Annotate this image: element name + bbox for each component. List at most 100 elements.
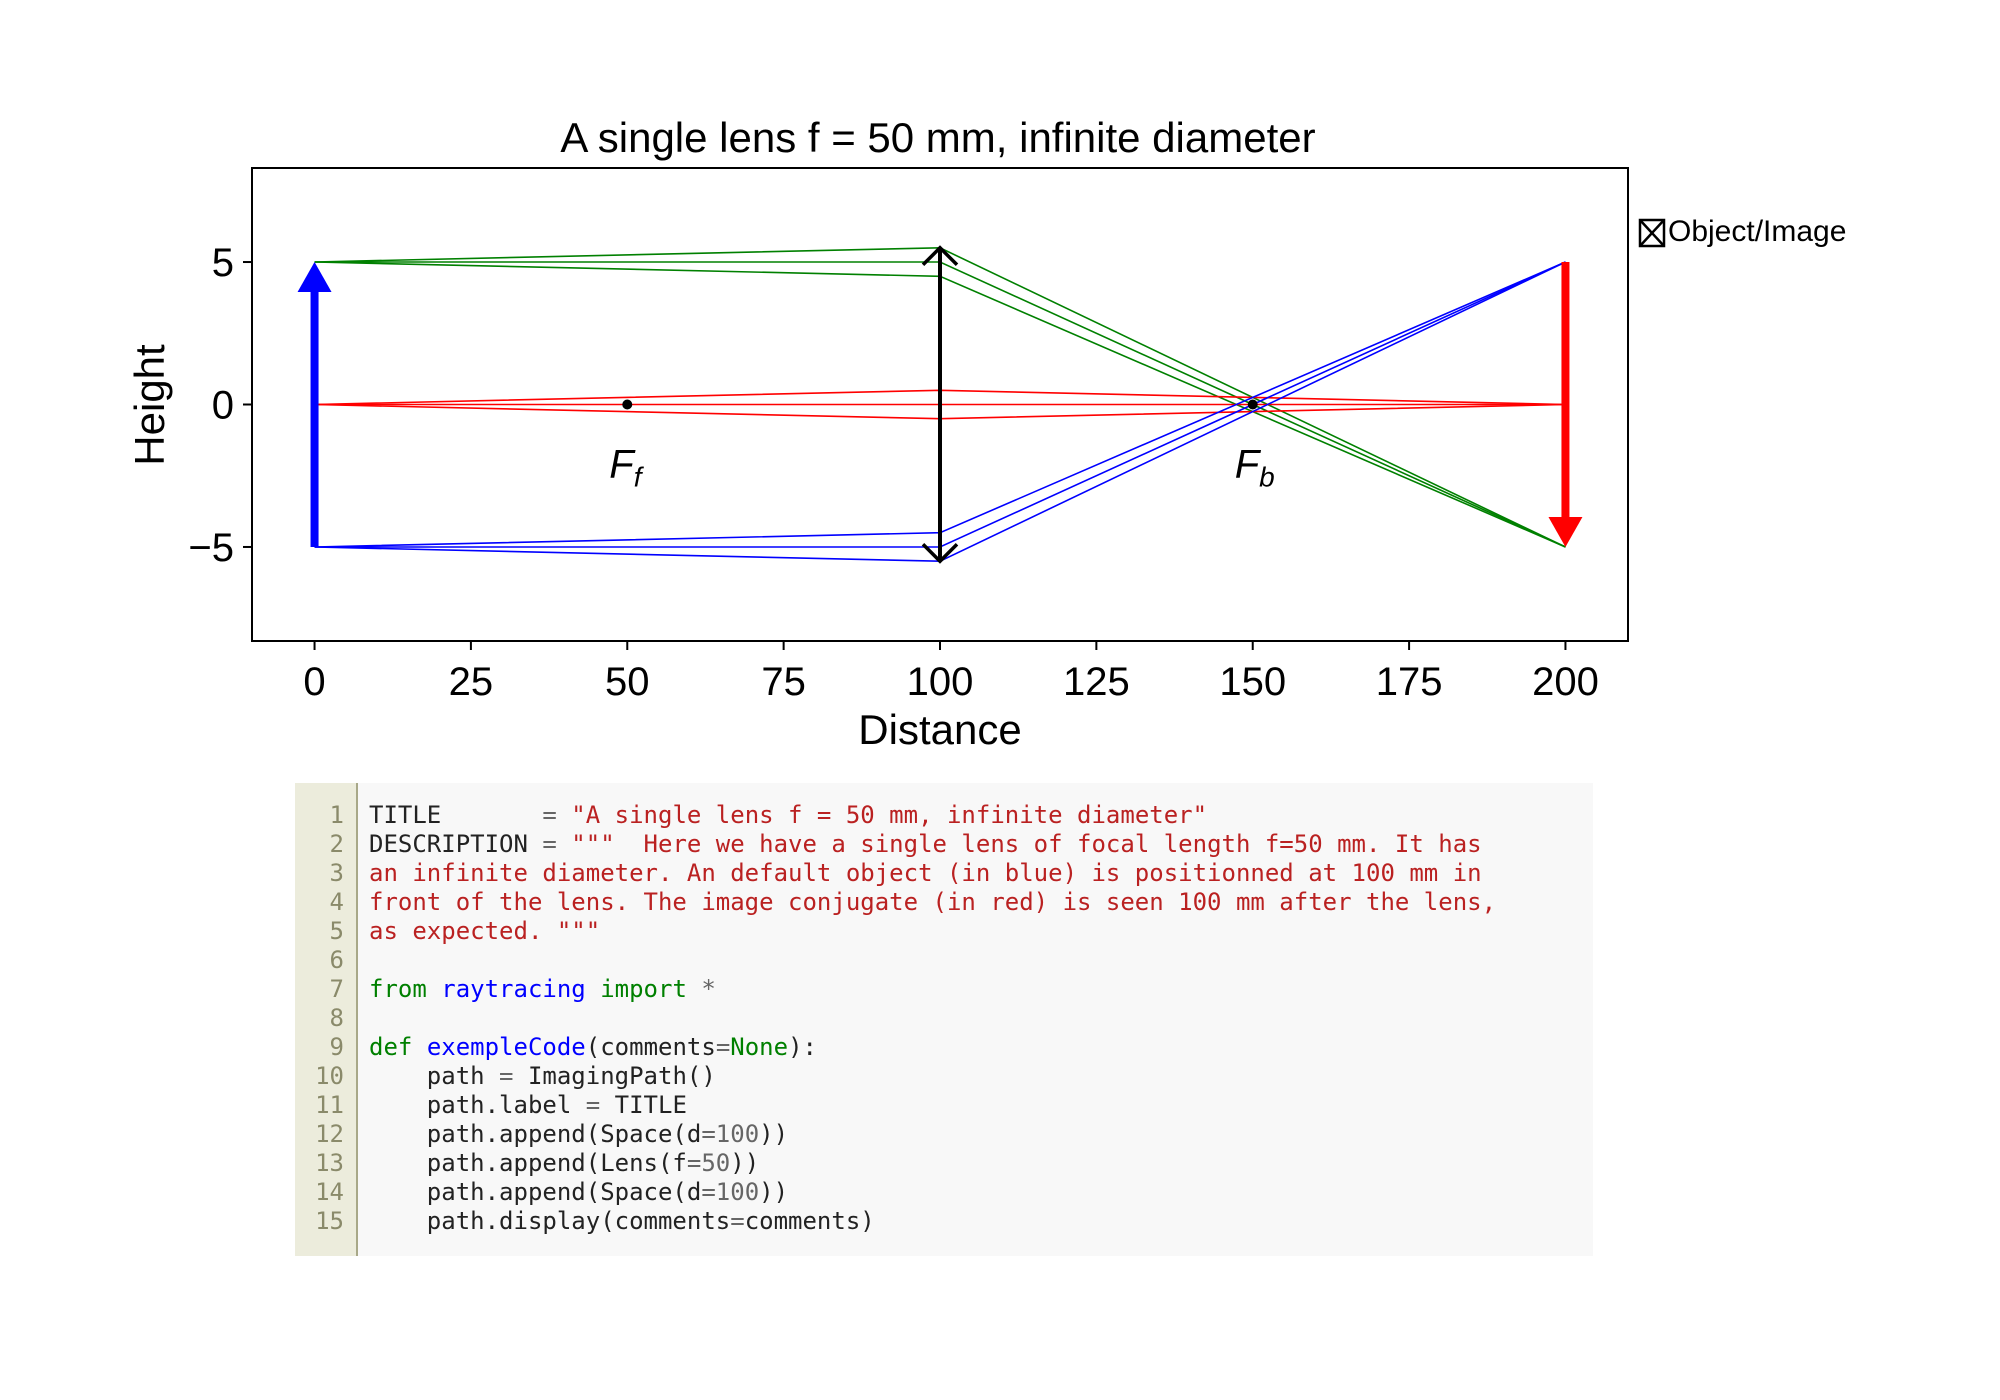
code-token: path.label <box>369 1091 586 1119</box>
code-token: path.append(Space(d <box>369 1178 702 1206</box>
line-number: 6 <box>329 946 344 974</box>
code-token: ImagingPath() <box>513 1062 716 1090</box>
code-token: None <box>730 1033 789 1061</box>
y-tick-label: 0 <box>212 384 234 428</box>
y-axis-label: Height <box>126 344 173 466</box>
code-token: 100 <box>715 1120 760 1148</box>
x-tick-label: 125 <box>1063 660 1130 704</box>
x-tick-label: 75 <box>761 660 806 704</box>
code-line: from raytracing import * <box>369 975 1583 1004</box>
x-tick-label: 100 <box>907 660 974 704</box>
line-number: 3 <box>329 859 344 887</box>
code-token: = <box>542 801 557 829</box>
line-number: 1 <box>329 801 344 829</box>
code-token: ): <box>788 1033 817 1061</box>
code-token <box>427 975 441 1003</box>
line-number: 15 <box>315 1207 344 1235</box>
code-token: exempleCode <box>426 1033 586 1061</box>
focal-point-b <box>1247 399 1258 410</box>
code-token: front of the lens. The image conjugate (… <box>369 888 1497 916</box>
y-tick-label: 5 <box>212 241 234 285</box>
lens-symbol <box>921 245 959 564</box>
object-arrow <box>297 262 332 547</box>
code-token: path.append(Space(d <box>369 1120 702 1148</box>
line-number: 14 <box>315 1178 344 1206</box>
legend-label: Object/Image <box>1668 215 1846 248</box>
marks-layer: Ff Fb <box>297 245 1583 564</box>
code-token: as expected. """ <box>369 917 601 945</box>
image-arrow <box>1548 262 1583 547</box>
y-tick-label: −5 <box>188 526 234 570</box>
x-tick-label: 50 <box>605 660 650 704</box>
x-tick-label: 200 <box>1532 660 1599 704</box>
legend-swatch-icon <box>1638 218 1666 248</box>
code-token: path.display(comments <box>369 1207 731 1235</box>
code-token: )) <box>759 1178 789 1206</box>
line-number: 7 <box>329 975 344 1003</box>
y-ticks: 5 0 −5 <box>188 241 252 570</box>
code-line: path.append(Space(d=100)) <box>369 1178 1583 1207</box>
code-token: import <box>600 975 687 1003</box>
code-token <box>586 975 600 1003</box>
code-token: = <box>542 830 557 858</box>
code-token <box>687 975 701 1003</box>
code-token: 50 <box>701 1149 731 1177</box>
code-token <box>557 801 571 829</box>
code-token <box>557 830 571 858</box>
code-line: an infinite diameter. An default object … <box>369 859 1583 888</box>
code-token: )) <box>730 1149 760 1177</box>
x-ticks: 0 25 50 75 100 125 150 175 200 <box>303 641 1599 704</box>
x-axis-label: Distance <box>858 706 1021 753</box>
code-token: path.append(Lens(f <box>369 1149 687 1177</box>
code-token: path <box>369 1062 500 1090</box>
code-token: an infinite diameter. An default object … <box>369 859 1482 887</box>
code-line: DESCRIPTION = """ Here we have a single … <box>369 830 1583 859</box>
focal-point-f <box>622 399 633 410</box>
code-token: """ Here we have a single lens of focal … <box>571 830 1482 858</box>
raytracing-chart: A single lens f = 50 mm, infinite diamet… <box>126 114 1846 753</box>
x-tick-label: 25 <box>449 660 494 704</box>
line-number: 5 <box>329 917 344 945</box>
code-token: from <box>369 975 427 1003</box>
code-token: 100 <box>715 1178 760 1206</box>
code-line: path.append(Lens(f=50)) <box>369 1149 1583 1178</box>
line-number: 9 <box>329 1033 344 1061</box>
line-number: 8 <box>329 1004 344 1032</box>
code-line: path.display(comments=comments) <box>369 1207 1583 1236</box>
code-token: def <box>369 1033 413 1061</box>
line-number: 11 <box>315 1091 344 1119</box>
code-token: * <box>701 975 716 1003</box>
code-token: = <box>715 1033 731 1061</box>
chart-title: A single lens f = 50 mm, infinite diamet… <box>560 114 1315 161</box>
code-token: = <box>499 1062 514 1090</box>
x-tick-label: 150 <box>1219 660 1286 704</box>
code-line <box>369 1004 1583 1033</box>
code-line: TITLE = "A single lens f = 50 mm, infini… <box>369 801 1583 830</box>
code-token: = <box>686 1149 702 1177</box>
line-number-gutter: 1 2 3 4 5 6 7 8 9 10 11 12 13 14 15 <box>295 783 358 1256</box>
code-token: = <box>701 1178 716 1206</box>
code-token: = <box>730 1207 745 1235</box>
code-line: front of the lens. The image conjugate (… <box>369 888 1583 917</box>
focal-label-f: Ff <box>609 443 644 493</box>
code-token: raytracing <box>441 975 586 1003</box>
code-token: TITLE <box>600 1091 687 1119</box>
code-token: = <box>701 1120 716 1148</box>
code-token: TITLE <box>369 801 543 829</box>
code-block: 1 2 3 4 5 6 7 8 9 10 11 12 13 14 15 TITLE = "A single … <box>295 783 1593 1256</box>
legend: Object/Image <box>1638 215 1846 248</box>
x-tick-label: 0 <box>303 660 325 704</box>
x-tick-label: 175 <box>1376 660 1443 704</box>
code-line <box>369 946 1583 975</box>
code-lines: TITLE = "A single lens f = 50 mm, infini… <box>369 801 1583 1236</box>
code-token: )) <box>759 1120 789 1148</box>
line-number: 12 <box>315 1120 344 1148</box>
line-number: 2 <box>329 830 344 858</box>
code-line: path.label = TITLE <box>369 1091 1583 1120</box>
line-number: 10 <box>315 1062 344 1090</box>
code-token: DESCRIPTION <box>369 830 543 858</box>
code-token: (comments <box>585 1033 716 1061</box>
code-token <box>412 1033 426 1061</box>
code-line: path.append(Space(d=100)) <box>369 1120 1583 1149</box>
code-token: = <box>585 1091 601 1119</box>
